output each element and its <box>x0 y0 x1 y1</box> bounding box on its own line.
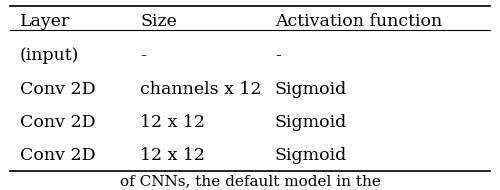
Text: Layer: Layer <box>20 13 70 30</box>
Text: Sigmoid: Sigmoid <box>275 147 347 164</box>
Text: Conv 2D: Conv 2D <box>20 81 96 98</box>
Text: Size: Size <box>140 13 177 30</box>
Text: of CNNs, the default model in the: of CNNs, the default model in the <box>120 174 380 188</box>
Text: -: - <box>275 48 281 64</box>
Text: 12 x 12: 12 x 12 <box>140 114 205 131</box>
Text: 12 x 12: 12 x 12 <box>140 147 205 164</box>
Text: Activation function: Activation function <box>275 13 442 30</box>
Text: (input): (input) <box>20 48 80 64</box>
Text: Conv 2D: Conv 2D <box>20 114 96 131</box>
Text: Conv 2D: Conv 2D <box>20 147 96 164</box>
Text: Sigmoid: Sigmoid <box>275 81 347 98</box>
Text: channels x 12: channels x 12 <box>140 81 262 98</box>
Text: Sigmoid: Sigmoid <box>275 114 347 131</box>
Text: -: - <box>140 48 146 64</box>
